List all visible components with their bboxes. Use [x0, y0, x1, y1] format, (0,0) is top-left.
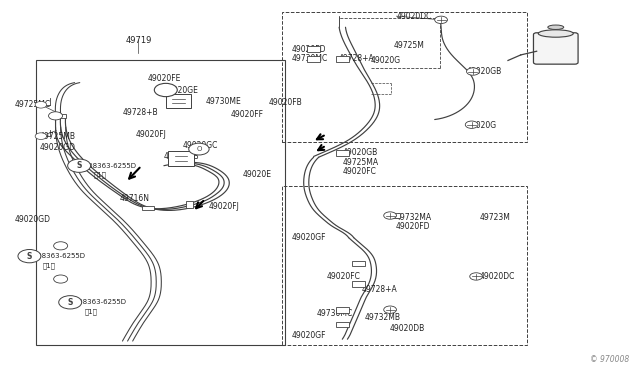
- Bar: [55, 243, 67, 247]
- Text: 49716N: 49716N: [119, 195, 149, 203]
- Text: O: O: [196, 146, 202, 152]
- Circle shape: [435, 16, 447, 23]
- Circle shape: [35, 133, 47, 140]
- Circle shape: [467, 68, 479, 75]
- Bar: [282, 186, 527, 345]
- Text: 49020GD: 49020GD: [40, 143, 76, 152]
- Text: 49020DC: 49020DC: [396, 12, 432, 21]
- Circle shape: [68, 159, 91, 172]
- Text: 49020GF: 49020GF: [292, 233, 326, 242]
- Text: （1）: （1）: [43, 262, 56, 269]
- Text: 49732MA: 49732MA: [395, 213, 431, 222]
- Bar: [282, 13, 527, 142]
- Text: 49725MC: 49725MC: [14, 100, 51, 109]
- Text: 49020FJ: 49020FJ: [209, 202, 239, 211]
- Ellipse shape: [538, 30, 573, 37]
- Text: （1）: （1）: [84, 308, 97, 315]
- Text: 49725MA: 49725MA: [342, 157, 378, 167]
- Text: 49725M: 49725M: [394, 41, 424, 50]
- Bar: [336, 56, 349, 62]
- Circle shape: [59, 296, 82, 309]
- Bar: [55, 113, 67, 118]
- Text: 49020FD: 49020FD: [395, 222, 429, 231]
- Text: 49719: 49719: [125, 36, 152, 45]
- Text: 49020FD: 49020FD: [292, 45, 326, 54]
- Text: 49730MC: 49730MC: [317, 309, 353, 318]
- Text: 49020GC: 49020GC: [183, 141, 218, 150]
- Text: 49020FJ: 49020FJ: [135, 130, 166, 139]
- Text: 49728+B: 49728+B: [122, 108, 158, 117]
- Text: 49020FC: 49020FC: [326, 272, 360, 281]
- Text: 49020GD: 49020GD: [14, 215, 50, 224]
- Text: 49020DC: 49020DC: [479, 272, 515, 281]
- Circle shape: [384, 306, 396, 313]
- Circle shape: [54, 242, 68, 250]
- Circle shape: [54, 275, 68, 283]
- Circle shape: [384, 212, 396, 219]
- Bar: [168, 151, 194, 166]
- Text: ©08363-6255D: ©08363-6255D: [30, 253, 85, 259]
- Text: 49020GB: 49020GB: [467, 67, 502, 76]
- Text: S: S: [27, 251, 32, 261]
- Circle shape: [35, 102, 47, 108]
- Bar: [387, 212, 399, 218]
- Bar: [336, 307, 349, 312]
- Circle shape: [154, 83, 177, 97]
- Ellipse shape: [548, 25, 564, 29]
- Text: （1）: （1）: [94, 171, 107, 178]
- Bar: [36, 61, 285, 345]
- Bar: [186, 201, 193, 208]
- Bar: [336, 321, 349, 327]
- Text: 49020FB: 49020FB: [269, 99, 303, 108]
- Circle shape: [189, 143, 209, 155]
- Bar: [352, 281, 365, 287]
- Text: 49020GF: 49020GF: [292, 331, 326, 340]
- Circle shape: [49, 112, 63, 120]
- Text: © 970008: © 970008: [590, 355, 629, 364]
- FancyBboxPatch shape: [534, 33, 578, 64]
- Text: 49725MB: 49725MB: [40, 132, 76, 141]
- Text: 49020FC: 49020FC: [342, 167, 376, 176]
- Text: 49020FE: 49020FE: [148, 74, 181, 83]
- Text: 49728+A: 49728+A: [339, 54, 375, 63]
- Text: 49020G: 49020G: [371, 56, 401, 65]
- Text: 49728+A: 49728+A: [362, 285, 397, 294]
- Bar: [307, 56, 320, 62]
- Text: S: S: [76, 161, 82, 170]
- Text: ©08363-6255D: ©08363-6255D: [72, 299, 127, 305]
- Circle shape: [470, 273, 483, 280]
- Text: 49020DB: 49020DB: [390, 324, 426, 333]
- Text: 49723M: 49723M: [479, 213, 510, 222]
- Text: 49728+B: 49728+B: [164, 152, 200, 161]
- Bar: [352, 260, 365, 266]
- Text: ©08363-6255D: ©08363-6255D: [81, 163, 136, 169]
- Circle shape: [18, 250, 41, 263]
- Bar: [307, 46, 320, 52]
- Text: 49020E: 49020E: [243, 170, 271, 179]
- Bar: [142, 206, 154, 211]
- Text: S: S: [68, 298, 73, 307]
- Text: 49732MB: 49732MB: [365, 312, 401, 321]
- Text: 49020G: 49020G: [467, 121, 497, 129]
- Text: 49020FF: 49020FF: [231, 109, 264, 119]
- Text: 49730MC: 49730MC: [292, 54, 328, 63]
- Bar: [166, 94, 191, 109]
- Bar: [336, 150, 349, 156]
- Text: 49020GB: 49020GB: [342, 148, 378, 157]
- Text: 49730ME: 49730ME: [205, 97, 241, 106]
- Text: 49020GE: 49020GE: [164, 86, 199, 94]
- Circle shape: [465, 121, 478, 128]
